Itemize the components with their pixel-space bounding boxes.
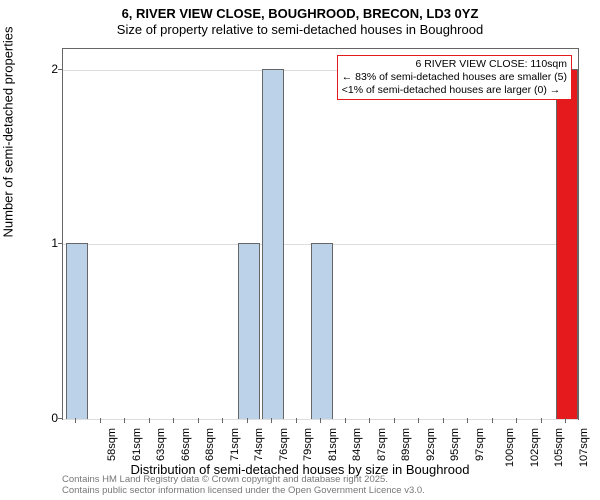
x-tick-mark — [394, 418, 395, 423]
x-tick-mark — [222, 418, 223, 423]
legend-box: 6 RIVER VIEW CLOSE: 110sqm← 83% of semi-… — [337, 55, 572, 100]
x-tick-label: 92sqm — [425, 428, 437, 461]
legend-line: ← 83% of semi-detached houses are smalle… — [342, 71, 567, 84]
legend-line: <1% of semi-detached houses are larger (… — [342, 84, 567, 97]
x-tick-label: 89sqm — [400, 428, 412, 461]
x-tick-label: 81sqm — [327, 428, 339, 461]
x-tick-mark — [345, 418, 346, 423]
x-tick-mark — [565, 418, 566, 423]
y-tick-label: 2 — [40, 62, 58, 76]
title-line1: 6, RIVER VIEW CLOSE, BOUGHROOD, BRECON, … — [0, 6, 600, 22]
x-tick-label: 63sqm — [155, 428, 167, 461]
attribution-footer: Contains HM Land Registry data © Crown c… — [62, 475, 425, 497]
x-tick-mark — [541, 418, 542, 423]
x-tick-mark — [198, 418, 199, 423]
x-tick-label: 100sqm — [504, 428, 516, 467]
legend-line: 6 RIVER VIEW CLOSE: 110sqm — [342, 58, 567, 71]
x-tick-label: 97sqm — [474, 428, 486, 461]
y-tick-mark — [58, 243, 63, 244]
x-tick-mark — [100, 418, 101, 423]
x-tick-mark — [467, 418, 468, 423]
x-tick-mark — [149, 418, 150, 423]
x-tick-label: 84sqm — [351, 428, 363, 461]
x-tick-label: 95sqm — [449, 428, 461, 461]
x-tick-label: 87sqm — [376, 428, 388, 461]
bar — [262, 69, 284, 419]
title-line2: Size of property relative to semi-detach… — [0, 22, 600, 38]
x-tick-label: 66sqm — [180, 428, 192, 461]
x-tick-label: 79sqm — [302, 428, 314, 461]
y-axis-label: Number of semi-detached properties — [1, 27, 16, 238]
bar-highlight — [556, 69, 578, 419]
x-tick-mark — [271, 418, 272, 423]
x-tick-label: 102sqm — [529, 428, 541, 467]
bar — [238, 243, 260, 419]
x-tick-label: 76sqm — [278, 428, 290, 461]
y-tick-mark — [58, 418, 63, 419]
x-tick-mark — [75, 418, 76, 423]
x-tick-label: 58sqm — [106, 428, 118, 461]
x-tick-label: 61sqm — [131, 428, 143, 461]
x-tick-mark — [296, 418, 297, 423]
y-tick-mark — [58, 69, 63, 70]
x-tick-mark — [124, 418, 125, 423]
x-tick-label: 107sqm — [578, 428, 590, 467]
x-tick-label: 71sqm — [229, 428, 241, 461]
x-tick-mark — [418, 418, 419, 423]
x-tick-mark — [173, 418, 174, 423]
bar — [66, 243, 88, 419]
x-tick-mark — [320, 418, 321, 423]
chart-plot-area: 6 RIVER VIEW CLOSE: 110sqm← 83% of semi-… — [62, 48, 579, 420]
footer-line2: Contains public sector information licen… — [62, 486, 425, 497]
bar — [311, 243, 333, 419]
y-tick-label: 1 — [40, 236, 58, 250]
x-tick-mark — [443, 418, 444, 423]
x-tick-mark — [516, 418, 517, 423]
x-tick-mark — [369, 418, 370, 423]
y-tick-label: 0 — [40, 411, 58, 425]
chart-title-block: 6, RIVER VIEW CLOSE, BOUGHROOD, BRECON, … — [0, 0, 600, 39]
x-tick-label: 68sqm — [204, 428, 216, 461]
x-tick-mark — [492, 418, 493, 423]
x-tick-label: 105sqm — [553, 428, 565, 467]
x-tick-label: 74sqm — [253, 428, 265, 461]
x-tick-mark — [247, 418, 248, 423]
